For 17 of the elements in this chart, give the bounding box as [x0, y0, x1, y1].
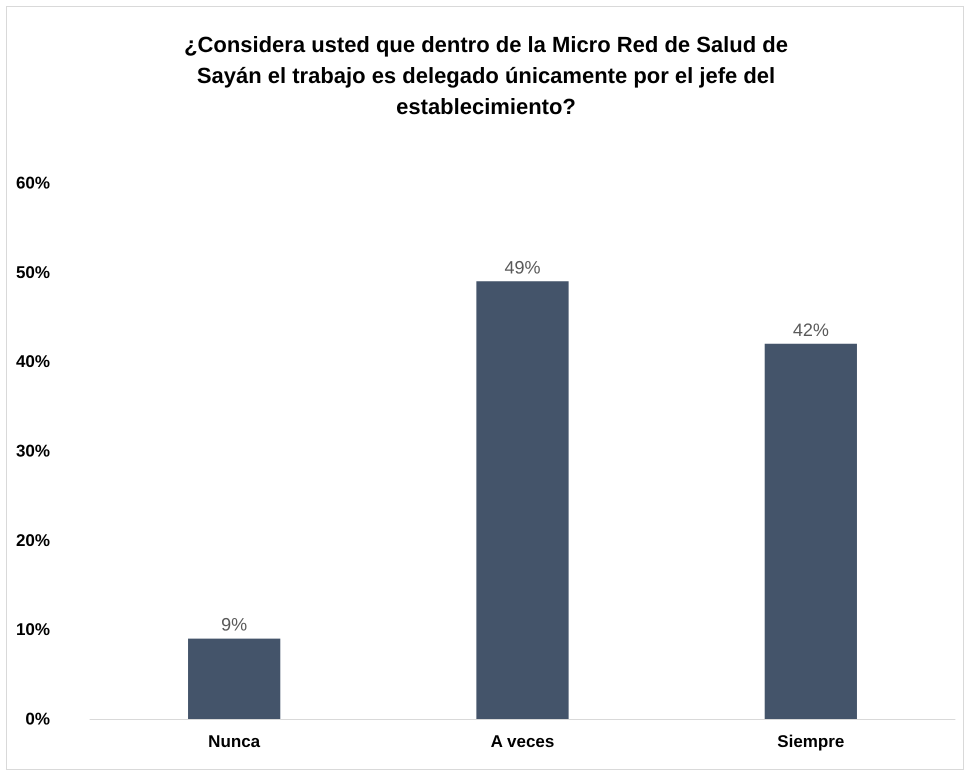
- y-tick-label: 60%: [16, 174, 50, 192]
- x-tick-label: A veces: [490, 732, 554, 751]
- data-label: 49%: [504, 257, 541, 278]
- y-tick-label: 30%: [16, 442, 50, 460]
- y-tick-label: 50%: [16, 262, 50, 282]
- x-tick-label: Nunca: [208, 732, 261, 751]
- data-label: 42%: [792, 320, 829, 340]
- y-tick-label: 20%: [16, 530, 50, 550]
- bar: [764, 344, 857, 719]
- data-label: 9%: [221, 614, 248, 635]
- bar: [476, 281, 569, 719]
- y-tick-label: 0%: [25, 710, 50, 728]
- y-tick-label: 40%: [16, 352, 50, 372]
- y-tick-label: 10%: [16, 620, 50, 640]
- chart-title: ¿Considera usted que dentro de la Micro Red de Salud de Sayán el trabajo es delegado únicamente por el jefe del establecimiento?: [183, 31, 789, 121]
- bar: [188, 638, 280, 719]
- x-tick-label: Siempre: [777, 732, 844, 751]
